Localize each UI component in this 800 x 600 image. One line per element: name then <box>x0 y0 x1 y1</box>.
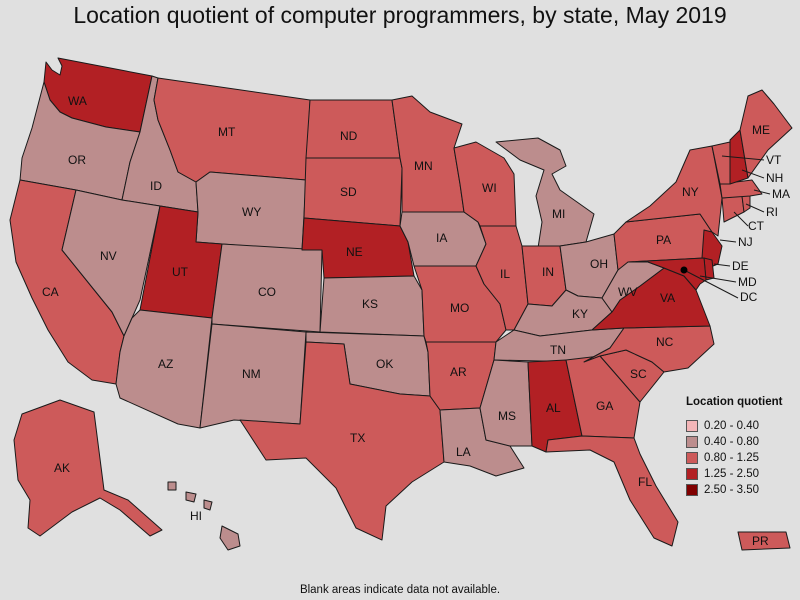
label-AL: AL <box>546 401 561 415</box>
label-WI: WI <box>482 181 497 195</box>
label-TN: TN <box>550 343 566 357</box>
legend-swatch <box>686 452 698 464</box>
dc-marker[interactable] <box>680 266 688 274</box>
label-UT: UT <box>172 265 189 279</box>
label-MI: MI <box>552 207 565 221</box>
label-TX: TX <box>350 431 365 445</box>
label-IL: IL <box>500 267 510 281</box>
legend-label: 1.25 - 2.50 <box>704 468 759 480</box>
label-IA: IA <box>436 231 447 245</box>
label-SD: SD <box>340 185 357 199</box>
state-MN[interactable] <box>391 95 465 213</box>
label-HI: HI <box>190 509 202 523</box>
label-NV: NV <box>100 249 117 263</box>
state-MA[interactable] <box>719 179 763 199</box>
label-MD: MD <box>738 275 757 289</box>
label-IN: IN <box>542 265 554 279</box>
label-OR: OR <box>68 153 86 167</box>
state-HI[interactable] <box>167 481 241 551</box>
label-VT: VT <box>766 153 782 167</box>
label-NJ: NJ <box>738 235 753 249</box>
label-NE: NE <box>346 245 363 259</box>
label-PR: PR <box>752 534 769 548</box>
state-AK[interactable] <box>13 399 163 537</box>
label-AZ: AZ <box>158 357 173 371</box>
legend-item: 0.40 - 0.80 <box>686 434 798 450</box>
label-KY: KY <box>572 307 588 321</box>
label-AR: AR <box>450 365 467 379</box>
legend-title: Location quotient <box>686 396 783 408</box>
map-title: Location quotient of computer programmer… <box>73 2 727 28</box>
label-AK: AK <box>54 461 70 475</box>
label-RI: RI <box>766 205 778 219</box>
legend-item: 1.25 - 2.50 <box>686 466 798 482</box>
label-ND: ND <box>340 129 358 143</box>
state-MD[interactable] <box>627 257 707 291</box>
label-SC: SC <box>630 367 647 381</box>
state-FL[interactable] <box>545 435 679 547</box>
label-ID: ID <box>150 179 162 193</box>
legend-swatch <box>686 420 698 432</box>
legend-swatch <box>686 468 698 480</box>
label-MT: MT <box>218 125 236 139</box>
label-NY: NY <box>682 185 699 199</box>
legend-swatch <box>686 436 698 448</box>
label-OK: OK <box>376 357 393 371</box>
label-WA: WA <box>68 94 87 108</box>
label-OH: OH <box>590 257 608 271</box>
label-MA: MA <box>772 187 790 201</box>
label-DC: DC <box>740 290 758 304</box>
legend: Location quotient 0.20 - 0.40 0.40 - 0.8… <box>686 396 798 498</box>
label-MN: MN <box>414 159 433 173</box>
state-PR[interactable] <box>737 531 791 551</box>
label-PA: PA <box>656 233 671 247</box>
label-FL: FL <box>638 475 652 489</box>
legend-label: 0.80 - 1.25 <box>704 452 759 464</box>
label-VA: VA <box>660 291 675 305</box>
label-DE: DE <box>732 259 749 273</box>
label-GA: GA <box>596 399 613 413</box>
callout-lines <box>683 155 771 299</box>
footnote: Blank areas indicate data not available. <box>299 584 501 596</box>
state-TX[interactable] <box>239 341 445 541</box>
label-CA: CA <box>42 285 59 299</box>
label-ME: ME <box>752 123 770 137</box>
legend-label: 2.50 - 3.50 <box>704 484 759 496</box>
legend-item: 0.80 - 1.25 <box>686 450 798 466</box>
label-NH: NH <box>766 171 783 185</box>
label-MS: MS <box>498 409 516 423</box>
label-LA: LA <box>456 445 471 459</box>
legend-item: 2.50 - 3.50 <box>686 482 798 498</box>
legend-label: 0.20 - 0.40 <box>704 420 759 432</box>
legend-label: 0.40 - 0.80 <box>704 436 759 448</box>
label-NC: NC <box>656 335 674 349</box>
state-IL[interactable] <box>475 225 529 331</box>
state-SD[interactable] <box>303 157 403 227</box>
label-WY: WY <box>242 205 261 219</box>
label-NM: NM <box>242 367 261 381</box>
label-KS: KS <box>362 297 378 311</box>
label-MO: MO <box>450 301 469 315</box>
label-CO: CO <box>258 285 276 299</box>
label-CT: CT <box>748 219 765 233</box>
label-WV: WV <box>618 285 637 299</box>
legend-item: 0.20 - 0.40 <box>686 418 798 434</box>
legend-swatch <box>686 484 698 496</box>
state-NC[interactable] <box>583 325 715 373</box>
state-labels: WA OR CA ID NV MT WY UT AZ CO NM ND SD N… <box>42 94 790 548</box>
